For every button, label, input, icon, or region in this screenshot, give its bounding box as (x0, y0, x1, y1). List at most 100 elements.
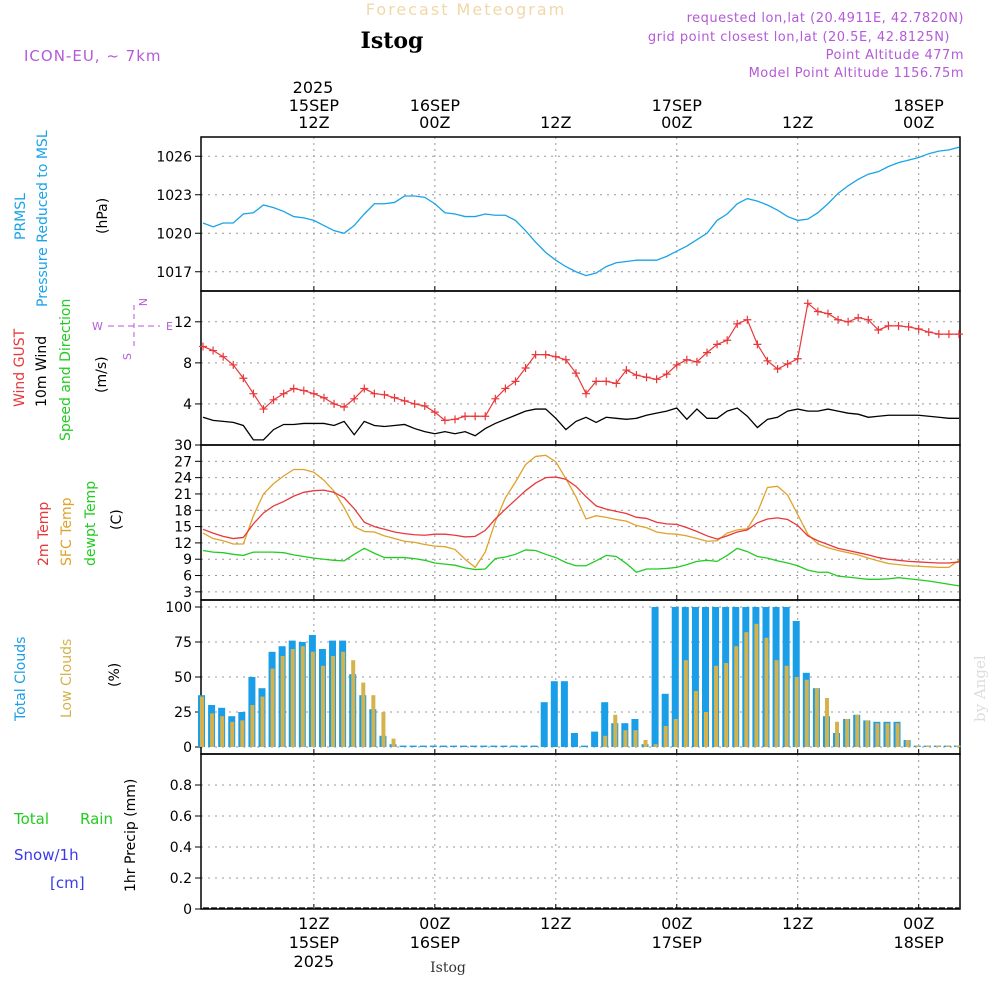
low-cloud-bar (603, 735, 608, 747)
precip-axis-label: 1hr Precip (mm) (123, 779, 139, 892)
total-cloud-bar (470, 745, 478, 747)
low-cloud-bar (794, 677, 799, 747)
y-tick-label-1: 4 (183, 397, 192, 413)
gust-point (269, 395, 278, 404)
gust-point (763, 356, 772, 365)
gust-point (350, 394, 359, 403)
panel-precip: 0 0.2 0.4 0.6 0.8 (170, 753, 961, 918)
gust-point (733, 319, 742, 328)
gust-point (612, 379, 621, 388)
chart-title: Forecast Meteogram (366, 0, 566, 19)
total-cloud-bar (691, 607, 699, 747)
gust-point (481, 412, 490, 421)
total-cloud-bar (530, 745, 538, 747)
y-tick-label-2: 1023 (156, 188, 192, 204)
top-hour-label: 12Z (782, 113, 813, 132)
y-tick-label-1: 0.2 (170, 871, 192, 887)
total-cloud-bar (490, 745, 498, 747)
total-label: Total (13, 810, 49, 828)
wind-gust-label: Wind GUST (12, 328, 28, 407)
gust-point (380, 390, 389, 399)
gust-point (662, 370, 671, 379)
low-cloud-bar (824, 698, 829, 747)
low-cloud-bar (290, 649, 295, 747)
gust-point (340, 403, 349, 412)
gust-point (511, 377, 520, 386)
gust-point (823, 309, 832, 318)
sfc-line (202, 454, 960, 569)
gust-point (289, 384, 298, 393)
gust-point (602, 377, 611, 386)
gust-point (451, 415, 459, 424)
panel-frame (200, 290, 961, 446)
y-tick-label-0: 3 (183, 585, 192, 601)
gust-point (571, 369, 580, 378)
gust-point (561, 355, 570, 364)
top-date-label: 16SEP (410, 96, 461, 115)
y-tick-label-3: 1026 (156, 149, 192, 165)
bottom-date-label: 17SEP (652, 933, 703, 952)
low-cloud-bar (381, 712, 386, 747)
gust-point (582, 389, 591, 398)
panel-pressure: 1017 1020 1023 1026 (156, 136, 961, 292)
low-cloud-bar (885, 723, 890, 747)
total-cloud-bar (601, 702, 609, 747)
top-date-label: 17SEP (652, 96, 703, 115)
gust-point (894, 321, 903, 330)
bottom-date-label: 18SEP (894, 933, 945, 952)
gust-point (551, 352, 560, 361)
low-cloud-bar (855, 714, 860, 747)
grid-point-coords: grid point closest lon,lat (20.5E, 42.81… (648, 30, 950, 45)
gust-point (773, 365, 782, 374)
low-cloud-bar (653, 744, 658, 747)
gust-point (309, 389, 318, 398)
y-tick-label-3: 75 (174, 635, 192, 651)
total-cloud-bar (419, 745, 427, 747)
low-cloud-bar (230, 721, 235, 747)
panel-wind: 0 4 8 12 (174, 290, 961, 454)
y-tick-label-5: 18 (174, 503, 192, 519)
y-tick-label-3: 12 (174, 536, 192, 552)
bottom-hour-label: 00Z (419, 914, 450, 933)
low-cloud-bar (220, 716, 225, 747)
total-cloud-bar (439, 745, 447, 747)
low-cloud-bar (240, 720, 245, 747)
low-cloud-bar (673, 719, 678, 747)
gust-point (622, 366, 631, 375)
total-cloud-bar (591, 731, 599, 747)
top-year: 2025 (293, 78, 334, 97)
low-cloud-bar (310, 651, 315, 747)
total-cloud-bar (540, 702, 548, 747)
low-cloud-bar (351, 660, 356, 747)
low-cloud-bar (633, 730, 638, 747)
model-label: ICON-EU, ~ 7km (24, 47, 162, 65)
wind-gust-line (202, 302, 959, 421)
compass-east: E (166, 320, 173, 333)
y-tick-label-2: 9 (183, 552, 192, 568)
low-cloud-bar (734, 646, 739, 747)
low-cloud-bar (331, 656, 336, 747)
sfc-temp-label: SFC Temp (59, 497, 75, 566)
wind-10m-label: 10m Wind (34, 336, 50, 407)
gust-point (632, 371, 641, 380)
celsius-label: (C) (109, 509, 125, 530)
bottom-year-label: 2025 (294, 952, 335, 971)
gust-point (229, 360, 238, 369)
gust-point (955, 330, 963, 339)
low-cloud-bar (270, 668, 275, 747)
y-tick-label-0: 0 (183, 902, 192, 918)
total-cloud-bar (671, 607, 679, 747)
y-tick-label-0: 0 (183, 438, 192, 454)
y-tick-label-0: 1017 (156, 265, 192, 281)
total-cloud-bar (570, 733, 578, 747)
top-hour-label: 00Z (903, 113, 934, 132)
total-cloud-bar (429, 745, 437, 747)
low-cloud-bar (320, 665, 325, 747)
panel-frame (200, 753, 961, 910)
gust-point (501, 384, 510, 393)
low-cloud-bar (663, 726, 668, 747)
panel-frame (200, 136, 961, 292)
rain-label: Rain (80, 810, 113, 828)
